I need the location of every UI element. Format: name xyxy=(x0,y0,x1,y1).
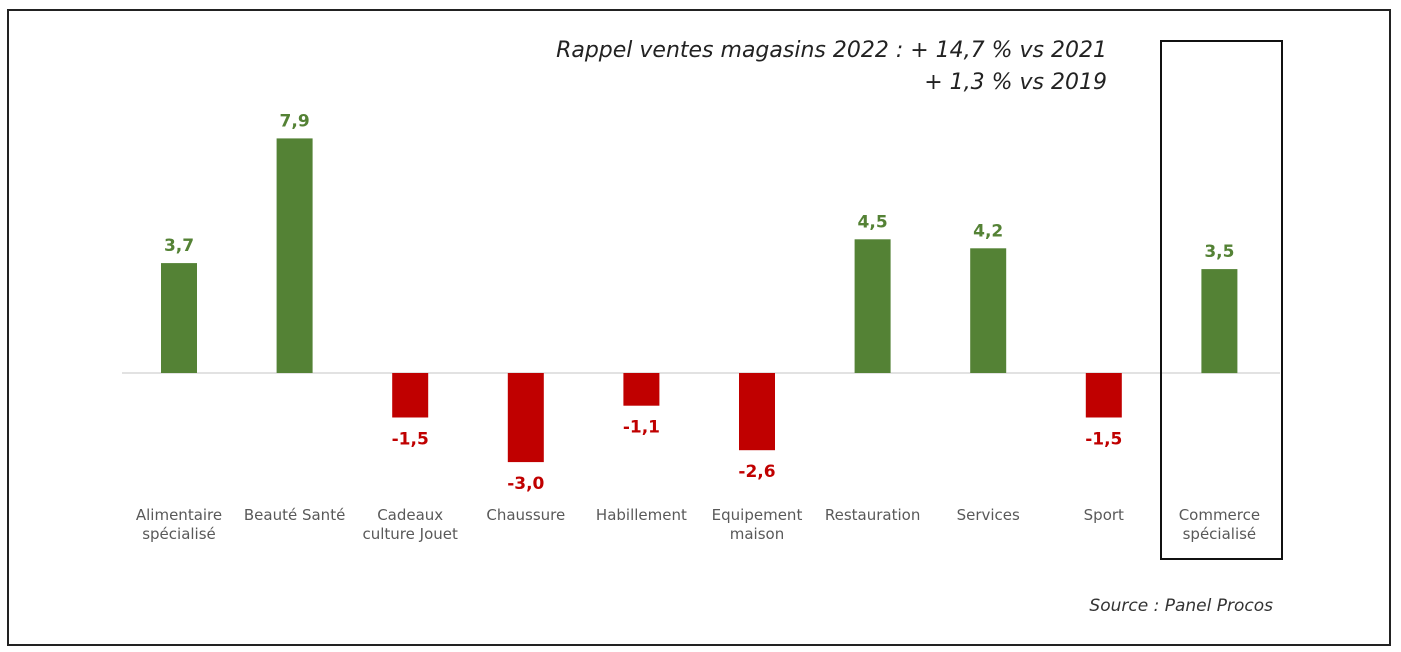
data-label-5: -2,6 xyxy=(738,462,775,482)
annotation-line-1: Rappel ventes magasins 2022 : + 14,7 % v… xyxy=(556,38,1107,63)
category-label-0: Alimentaire spécialisé xyxy=(136,506,222,543)
category-label-5: Equipement maison xyxy=(712,506,803,543)
category-label-2: Cadeaux culture Jouet xyxy=(363,506,458,543)
data-label-1: 7,9 xyxy=(280,111,310,131)
data-label-2: -1,5 xyxy=(392,430,429,450)
data-label-0: 3,7 xyxy=(164,236,194,256)
data-label-4: -1,1 xyxy=(623,418,660,438)
data-label-9: 3,5 xyxy=(1204,242,1234,262)
category-label-6: Restauration xyxy=(825,506,920,524)
category-label-4: Habillement xyxy=(596,506,687,524)
bar-1 xyxy=(276,138,313,373)
bar-7 xyxy=(970,248,1007,373)
bar-6 xyxy=(854,239,891,373)
data-label-7: 4,2 xyxy=(973,221,1003,241)
data-label-3: -3,0 xyxy=(507,474,544,494)
highlight-box-commerce-specialise xyxy=(1160,40,1283,560)
bar-9 xyxy=(1201,269,1238,374)
data-label-8: -1,5 xyxy=(1085,430,1122,450)
data-label-6: 4,5 xyxy=(858,212,888,232)
bar-8 xyxy=(1085,373,1122,418)
category-label-9: Commerce spécialisé xyxy=(1179,506,1260,543)
bar-4 xyxy=(623,373,660,406)
category-label-3: Chaussure xyxy=(486,506,565,524)
bar-3 xyxy=(507,373,544,463)
bar-5 xyxy=(739,373,775,451)
bar-2 xyxy=(392,373,429,418)
source-note: Source : Panel Procos xyxy=(1089,596,1273,616)
category-label-7: Services xyxy=(957,506,1020,524)
annotation-line-2: + 1,3 % vs 2019 xyxy=(924,70,1107,95)
category-label-8: Sport xyxy=(1084,506,1124,524)
bar-0 xyxy=(161,263,197,373)
category-label-1: Beauté Santé xyxy=(244,506,345,524)
